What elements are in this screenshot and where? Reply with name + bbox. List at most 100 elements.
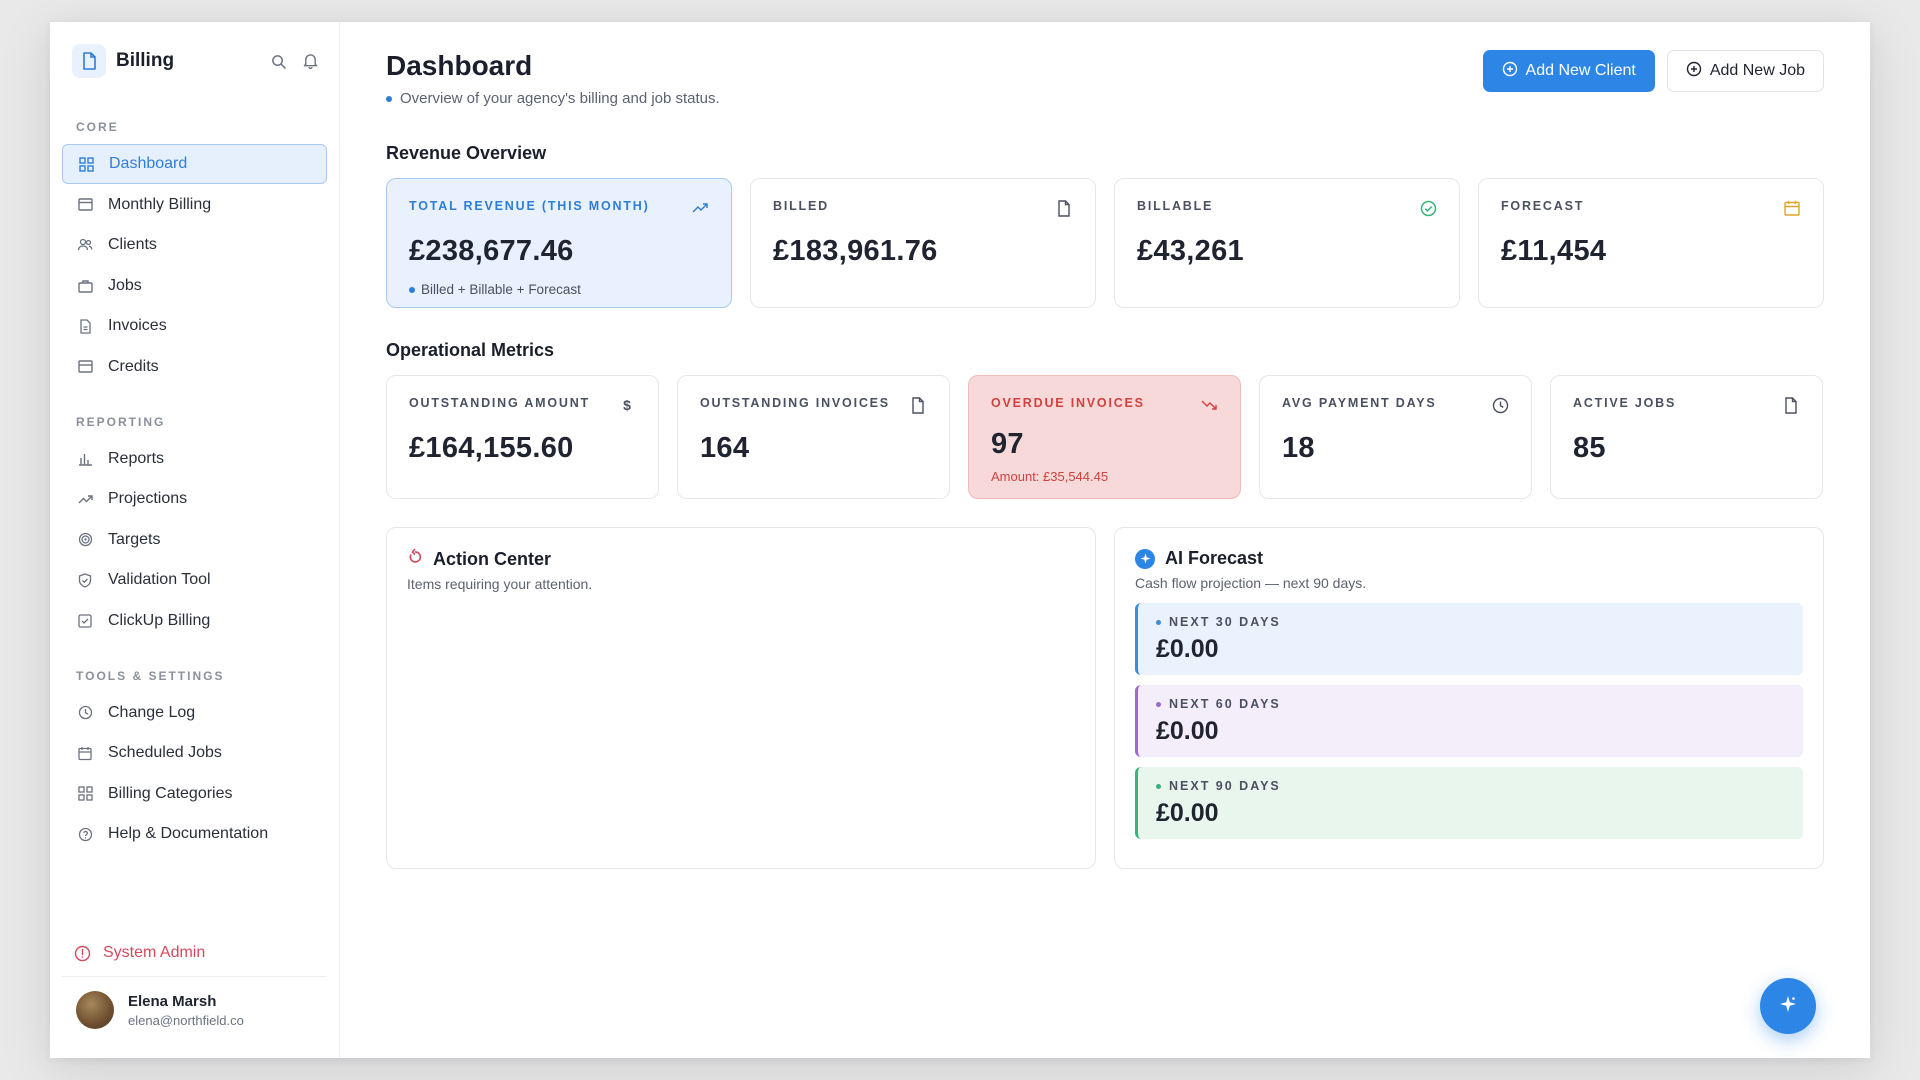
revenue-cards: TOTAL REVENUE (THIS MONTH) £238,677.46 B…	[386, 178, 1824, 308]
plus-circle-icon	[1686, 61, 1702, 82]
bell-icon[interactable]	[301, 52, 319, 70]
forecast-label: NEXT 30 DAYS	[1156, 615, 1785, 629]
panel-header: AI Forecast	[1135, 548, 1803, 569]
document-icon	[1055, 199, 1073, 217]
sidebar-item-label: Billing Categories	[108, 784, 233, 802]
sidebar-item-label: Change Log	[108, 703, 196, 721]
shield-check-icon	[76, 571, 94, 589]
sidebar-item-validation-tool[interactable]: Validation Tool	[62, 560, 327, 600]
card-label: OUTSTANDING AMOUNT	[409, 396, 590, 410]
forecast-30-days: NEXT 30 DAYS £0.00	[1135, 603, 1803, 675]
user-profile[interactable]: Elena Marsh elena@northfield.co	[62, 976, 327, 1029]
ai-forecast-title: AI Forecast	[1165, 548, 1264, 568]
checkbox-icon	[76, 612, 94, 630]
panel-header: Action Center	[407, 548, 1075, 570]
rotate-icon	[407, 548, 423, 570]
sidebar-item-jobs[interactable]: Jobs	[62, 266, 327, 306]
ai-forecast-subtitle: Cash flow projection — next 90 days.	[1135, 575, 1367, 591]
sidebar-item-label: Credits	[108, 357, 159, 375]
card-label: AVG PAYMENT DAYS	[1282, 396, 1437, 410]
grid-icon	[76, 785, 94, 803]
revenue-overview-title: Revenue Overview	[386, 143, 547, 163]
total-revenue-card[interactable]: TOTAL REVENUE (THIS MONTH) £238,677.46 B…	[386, 178, 732, 308]
briefcase-icon	[76, 277, 94, 295]
help-circle-icon	[76, 825, 94, 843]
bullet-dot	[409, 286, 415, 293]
system-admin-link[interactable]: System Admin	[62, 935, 327, 971]
sparkle-badge-icon	[1135, 548, 1155, 569]
sidebar-item-label: Validation Tool	[108, 571, 211, 588]
add-new-client-button[interactable]: Add New Client	[1482, 50, 1655, 92]
sidebar-item-label: Reports	[108, 449, 165, 467]
card-label: ACTIVE JOBS	[1573, 396, 1677, 410]
trending-down-icon	[1200, 396, 1218, 414]
ai-assistant-fab[interactable]	[1760, 978, 1816, 1034]
alert-circle-icon	[74, 945, 91, 962]
sidebar: Billing CORE Dashboard Monthly Billing C…	[50, 22, 340, 1058]
grid-icon	[77, 155, 95, 173]
page-subtitle: Overview of your agency's billing and jo…	[386, 90, 1824, 107]
sidebar-item-label: ClickUp Billing	[108, 611, 211, 629]
billed-card[interactable]: BILLED £183,961.76	[750, 178, 1096, 308]
action-center-panel: Action Center Items requiring your atten…	[386, 527, 1096, 869]
header-actions: Add New Client Add New Job	[1482, 50, 1824, 92]
app-window: Billing CORE Dashboard Monthly Billing C…	[50, 22, 1870, 1058]
forecast-label: NEXT 60 DAYS	[1156, 697, 1785, 711]
card-value: £43,261	[1137, 235, 1244, 267]
system-admin-label: System Admin	[103, 944, 206, 961]
brand-logo-icon	[72, 44, 106, 78]
sidebar-item-label: Dashboard	[109, 155, 188, 172]
bullet-dot	[1156, 619, 1161, 625]
brand: Billing	[62, 42, 327, 80]
sidebar-item-label: Jobs	[108, 276, 142, 294]
avg-payment-days-card[interactable]: AVG PAYMENT DAYS 18	[1259, 375, 1532, 499]
user-name: Elena Marsh	[128, 992, 217, 1010]
card-label: OVERDUE INVOICES	[991, 396, 1145, 410]
dollar-icon: $	[623, 397, 631, 413]
add-new-job-label: Add New Job	[1709, 62, 1805, 79]
forecast-label-text: NEXT 30 DAYS	[1169, 615, 1281, 629]
sidebar-item-label: Invoices	[108, 317, 167, 334]
card-note-text: Billed + Billable + Forecast	[421, 282, 581, 297]
sidebar-item-targets[interactable]: Targets	[62, 520, 327, 560]
sidebar-item-credits[interactable]: Credits	[62, 347, 327, 387]
sidebar-item-help[interactable]: Help & Documentation	[62, 814, 327, 854]
card-label: FORECAST	[1501, 199, 1585, 213]
operational-cards: OUTSTANDING AMOUNT $ £164,155.60 OUTSTAN…	[386, 375, 1824, 499]
active-jobs-card[interactable]: ACTIVE JOBS 85	[1550, 375, 1823, 499]
check-circle-icon	[1419, 199, 1437, 217]
sparkle-icon	[1778, 994, 1798, 1019]
avatar	[76, 991, 114, 1029]
sidebar-item-label: Monthly Billing	[108, 195, 212, 213]
section-label-reporting: REPORTING	[76, 414, 166, 429]
billable-card[interactable]: BILLABLE £43,261	[1114, 178, 1460, 308]
sidebar-item-label: Projections	[108, 490, 188, 507]
outstanding-invoices-card[interactable]: OUTSTANDING INVOICES 164	[677, 375, 950, 499]
sidebar-item-clickup-billing[interactable]: ClickUp Billing	[62, 601, 327, 641]
card-label: BILLABLE	[1137, 199, 1214, 213]
sidebar-item-billing-categories[interactable]: Billing Categories	[62, 774, 327, 814]
credit-card-icon	[76, 358, 94, 376]
overdue-invoices-card[interactable]: OVERDUE INVOICES 97 Amount: £35,544.45	[968, 375, 1241, 499]
section-label-core: CORE	[76, 120, 119, 134]
sidebar-item-dashboard[interactable]: Dashboard	[62, 144, 327, 184]
sidebar-item-change-log[interactable]: Change Log	[62, 693, 327, 733]
bullet-dot	[1156, 783, 1161, 789]
forecast-card[interactable]: FORECAST £11,454	[1478, 178, 1824, 308]
sidebar-item-monthly-billing[interactable]: Monthly Billing	[62, 185, 327, 225]
sidebar-item-clients[interactable]: Clients	[62, 225, 327, 265]
sidebar-item-reports[interactable]: Reports	[62, 439, 327, 479]
add-new-job-button[interactable]: Add New Job	[1666, 50, 1824, 92]
card-label: BILLED	[773, 199, 829, 213]
sidebar-item-invoices[interactable]: Invoices	[62, 306, 327, 346]
card-value: £11,454	[1501, 235, 1607, 267]
forecast-value: £0.00	[1156, 635, 1219, 663]
sidebar-item-scheduled-jobs[interactable]: Scheduled Jobs	[62, 733, 327, 773]
sidebar-item-projections[interactable]: Projections	[62, 479, 327, 519]
page-subtitle-text: Overview of your agency's billing and jo…	[400, 90, 720, 107]
search-icon[interactable]	[269, 52, 287, 70]
sidebar-item-label: Clients	[108, 236, 157, 253]
trending-up-icon	[76, 490, 94, 508]
outstanding-amount-card[interactable]: OUTSTANDING AMOUNT $ £164,155.60	[386, 375, 659, 499]
forecast-label-text: NEXT 60 DAYS	[1169, 697, 1281, 711]
